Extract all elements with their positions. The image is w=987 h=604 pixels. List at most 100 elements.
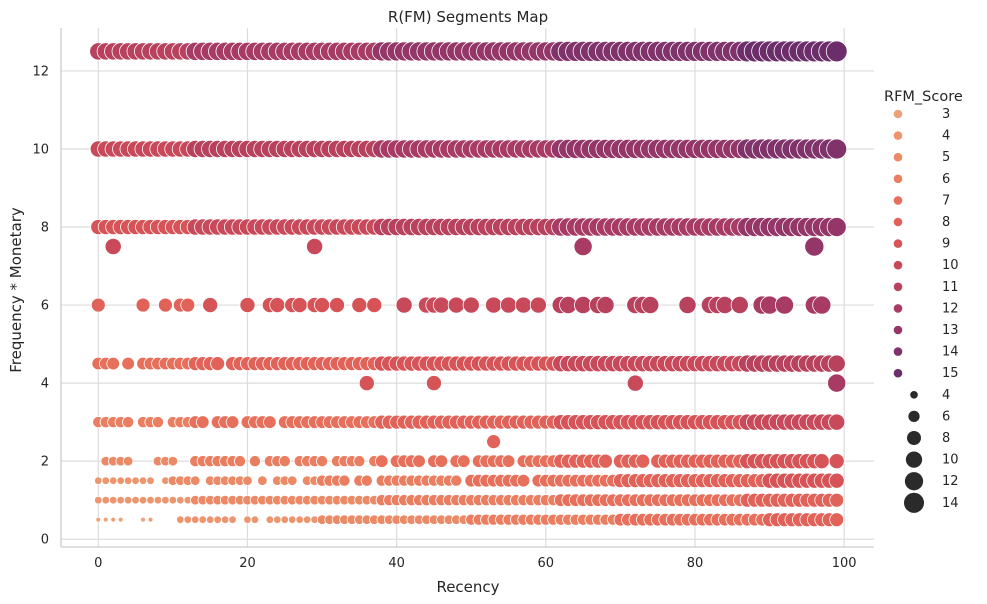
legend-size-label: 10 <box>942 453 959 468</box>
scatter-point <box>228 515 237 524</box>
y-tick-label: 8 <box>41 221 49 236</box>
scatter-point <box>117 516 124 523</box>
x-tick-label: 40 <box>388 556 405 571</box>
scatter-point <box>353 455 366 468</box>
scatter-point <box>825 40 848 63</box>
scatter-point <box>635 453 651 469</box>
scatter-point <box>176 495 185 505</box>
scatter-point <box>360 474 373 487</box>
legend-size-label: 6 <box>942 409 950 424</box>
scatter-point <box>90 297 106 313</box>
legend-size-label: 8 <box>942 431 950 446</box>
scatter-point <box>101 495 110 505</box>
legend-hue-marker <box>893 217 903 227</box>
scatter-point <box>306 237 324 256</box>
scatter-point <box>828 413 846 431</box>
scatter-point <box>395 296 413 314</box>
scatter-point <box>131 495 140 505</box>
scatter-point <box>243 515 252 524</box>
legend-hue-label: 4 <box>942 129 950 144</box>
y-tick-label: 10 <box>32 142 49 157</box>
scatter-point <box>250 515 260 524</box>
x-tick-label: 60 <box>538 556 555 571</box>
scatter-point <box>135 297 151 313</box>
scatter-point <box>123 476 133 485</box>
scatter-point <box>95 516 102 523</box>
scatter-point <box>94 476 103 485</box>
legend-hue-marker <box>893 368 903 378</box>
scatter-point <box>314 297 331 314</box>
scatter-point <box>122 416 135 429</box>
scatter-point <box>280 515 289 524</box>
scatter-point <box>110 516 117 523</box>
legend-hue-marker <box>893 174 903 184</box>
scatter-point <box>138 495 148 505</box>
y-axis-label: Frequency * Monetary <box>7 207 25 373</box>
scatter-point <box>147 516 154 523</box>
x-axis-label: Recency <box>436 578 499 596</box>
legend-size-label: 4 <box>942 388 950 403</box>
scatter-point <box>450 474 463 487</box>
legend-size-marker <box>908 410 920 423</box>
scatter-point <box>829 492 845 508</box>
legend-hue-label: 9 <box>942 237 950 252</box>
legend-size-label: 12 <box>942 474 959 489</box>
y-tick-label: 2 <box>41 455 49 470</box>
legend-hue-marker <box>893 131 903 140</box>
scatter-point <box>302 515 312 524</box>
scatter-point <box>158 297 173 313</box>
legend-hue-label: 7 <box>942 193 950 208</box>
scatter-point <box>168 495 178 505</box>
scatter-point <box>827 373 847 393</box>
scatter-point <box>183 515 193 524</box>
scatter-point <box>123 495 133 505</box>
scatter-point <box>248 455 261 468</box>
scatter-point <box>106 356 120 371</box>
y-tick-label: 12 <box>32 64 49 79</box>
scatter-point <box>812 295 832 315</box>
scatter-point <box>596 296 615 315</box>
scatter-point <box>826 217 847 238</box>
scatter-point <box>626 374 644 392</box>
scatter-point <box>462 296 480 314</box>
legend-hue-marker <box>893 325 903 335</box>
scatter-point <box>529 296 547 314</box>
scatter-point <box>176 515 185 524</box>
scatter-point <box>514 296 532 314</box>
scatter-point <box>265 515 275 524</box>
scatter-point <box>434 454 449 468</box>
scatter-point <box>486 434 502 450</box>
scatter-point <box>641 296 660 315</box>
scatter-point <box>516 473 531 488</box>
scatter-point <box>108 495 118 505</box>
legend-size-marker <box>905 451 923 468</box>
scatter-point <box>499 296 518 314</box>
scatter-point <box>140 516 146 523</box>
scatter-point <box>278 455 291 468</box>
legend-hue-marker <box>893 304 903 313</box>
scatter-point <box>828 472 845 489</box>
legend-hue-label: 12 <box>942 301 959 316</box>
scatter-point <box>269 297 286 314</box>
scatter-point <box>116 495 125 505</box>
legend-hue-label: 14 <box>942 345 959 360</box>
x-tick-label: 80 <box>687 556 704 571</box>
x-tick-label: 0 <box>94 556 102 571</box>
legend-hue-marker <box>893 109 903 119</box>
scatter-point <box>829 512 845 528</box>
legend-hue-label: 15 <box>942 366 959 381</box>
scatter-point <box>287 515 297 524</box>
scatter-point <box>122 455 134 467</box>
scatter-point <box>131 476 140 485</box>
scatter-point <box>205 515 215 524</box>
legend-hue-label: 13 <box>942 323 959 338</box>
scatter-point <box>191 515 200 524</box>
scatter-point <box>180 297 196 313</box>
x-tick-label: 100 <box>832 556 857 571</box>
scatter-point <box>198 515 207 524</box>
legend-size-marker <box>907 431 921 445</box>
axes: 0 20 40 60 80 100 0 2 4 6 8 10 12 <box>32 28 874 571</box>
scatter-point <box>257 475 268 486</box>
scatter-point <box>121 356 135 371</box>
